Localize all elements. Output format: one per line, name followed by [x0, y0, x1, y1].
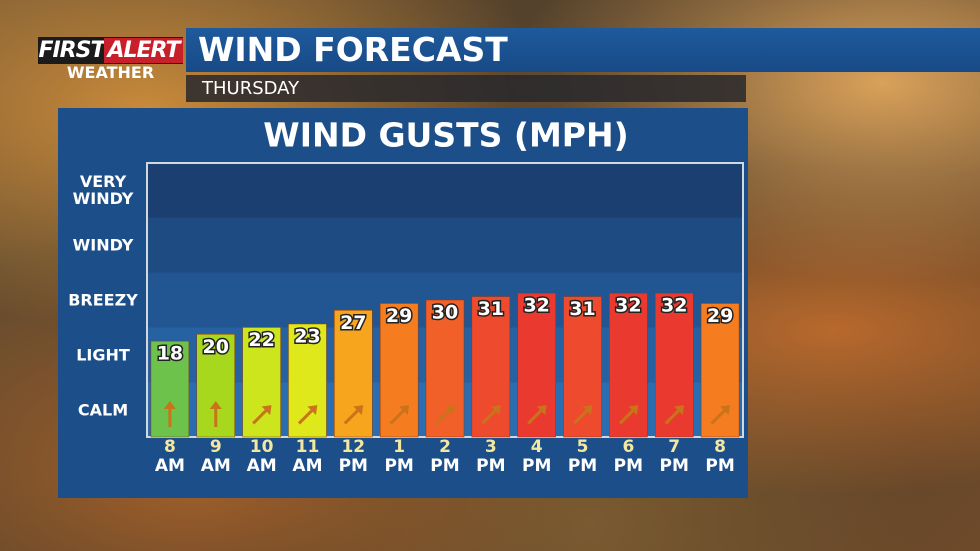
wind-arrow [343, 405, 364, 425]
band [147, 217, 743, 273]
x-tick-label: 4 [530, 437, 543, 457]
logo: FIRST ALERT [38, 37, 183, 64]
wind-arrow [527, 405, 547, 425]
wind-arrow [297, 405, 318, 425]
arrow-shaft [481, 408, 498, 425]
arrow-head [490, 405, 501, 415]
x-tick-period: PM [613, 456, 644, 476]
wind-arrow [481, 405, 501, 425]
arrow-head [399, 405, 410, 415]
x-tick-label: 10 [249, 437, 274, 457]
value-label: 27 [340, 312, 366, 334]
value-label: 18 [157, 343, 183, 365]
arrow-shaft [664, 408, 681, 425]
x-tick-label: 2 [439, 437, 451, 457]
value-label: 20 [203, 336, 229, 358]
bar [242, 327, 281, 438]
arrow-head [307, 405, 318, 415]
arrow-shaft [252, 408, 269, 425]
y-band-label: CALM [77, 400, 129, 420]
arrow-head [163, 401, 176, 409]
band [147, 163, 743, 218]
arrow-head [445, 405, 455, 415]
arrow-shaft [389, 408, 406, 425]
wind-arrow [209, 401, 222, 427]
banner-title: WIND FORECAST [186, 28, 980, 72]
arrow-shaft [527, 408, 544, 425]
arrow-head [720, 405, 730, 415]
arrow-head [353, 405, 364, 415]
value-label: 22 [248, 329, 274, 351]
arrow-shaft [710, 408, 727, 425]
arrow-head [209, 401, 222, 409]
x-tick-period: PM [521, 456, 552, 476]
logo-accent: ALERT [104, 38, 183, 63]
arrow-shaft [618, 408, 636, 425]
logo-text: FIRST [38, 38, 105, 63]
wind-arrow [664, 405, 685, 425]
y-band-label: WINDY [72, 235, 134, 255]
wind-arrow [163, 401, 176, 427]
wind-arrow [710, 405, 730, 425]
arrow-head [536, 405, 547, 415]
arrow-shaft [435, 408, 452, 425]
arrow-shaft [343, 408, 361, 425]
x-tick-label: 5 [576, 437, 589, 457]
bar [609, 292, 648, 438]
wind-arrow [572, 405, 593, 425]
x-tick-label: 11 [295, 437, 320, 457]
x-tick-period: AM [200, 456, 231, 476]
x-tick-label: 9 [209, 437, 222, 457]
y-band-label: LIGHT [76, 345, 130, 365]
x-tick-period: PM [705, 456, 735, 476]
x-tick-period: AM [246, 456, 277, 476]
y-band-label: VERY WINDY [72, 172, 134, 209]
arrow-head [261, 405, 272, 415]
wind-arrow [389, 405, 410, 425]
value-label: 32 [523, 295, 549, 317]
value-label: 29 [707, 305, 733, 327]
arrow-head [582, 405, 593, 415]
x-tick-label: 3 [484, 437, 497, 457]
x-tick-label: 7 [668, 437, 681, 457]
x-tick-label: 8 [714, 437, 726, 457]
wind-arrow [618, 405, 639, 425]
x-tick-label: 12 [341, 437, 366, 457]
value-label: 32 [661, 295, 687, 317]
x-tick-period: PM [338, 456, 368, 476]
x-tick-period: PM [567, 456, 598, 476]
chart-title: WIND GUSTS (MPH) [263, 116, 628, 155]
value-label: 31 [478, 298, 504, 320]
wind-arrow [252, 405, 272, 425]
x-tick-label: 6 [622, 437, 635, 457]
arrow-shaft [297, 408, 315, 425]
value-label: 29 [386, 305, 412, 327]
logo-sub: WEATHER [66, 63, 155, 82]
arrow-head [674, 405, 685, 415]
wind-arrow [435, 405, 455, 425]
x-tick-period: AM [292, 456, 323, 476]
value-label: 31 [569, 298, 595, 320]
x-tick-period: AM [154, 456, 185, 476]
banner-subtitle: THURSDAY [186, 75, 746, 102]
value-label: 23 [294, 325, 320, 347]
value-label: 32 [615, 295, 641, 317]
value-label: 30 [432, 302, 458, 324]
arrow-shaft [572, 408, 590, 425]
x-tick-label: 1 [393, 437, 406, 457]
x-tick-period: PM [476, 456, 506, 476]
x-tick-period: PM [659, 456, 689, 476]
x-tick-period: PM [430, 456, 460, 476]
arrow-head [628, 405, 639, 415]
x-tick-label: 8 [164, 437, 176, 457]
bar [288, 323, 327, 438]
x-tick-period: PM [384, 456, 414, 476]
y-band-label: BREEZY [68, 290, 138, 310]
